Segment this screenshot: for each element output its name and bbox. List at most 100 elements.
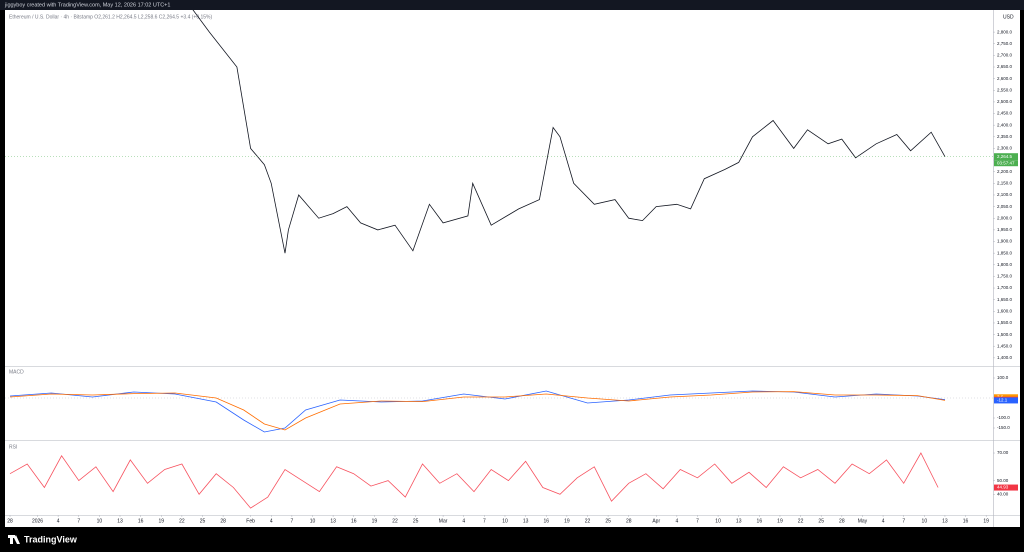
rsi-line xyxy=(9,452,939,509)
x-tick-label: 16 xyxy=(138,518,144,524)
last-value-badge xyxy=(994,153,1018,161)
x-tick-label: Mar xyxy=(439,518,448,524)
brand-logo xyxy=(8,535,20,544)
countdown: 03:57:47 xyxy=(997,160,1015,165)
last-value-badge xyxy=(994,397,1018,404)
y-tick-label: 1,450.0 xyxy=(997,343,1013,348)
x-tick-label: 7 xyxy=(483,518,486,524)
y-tick-label: 1,400.0 xyxy=(997,355,1013,360)
last-value-label: 44.93 xyxy=(997,485,1009,490)
countdown-bg xyxy=(994,160,1018,167)
y-tick-label: 2,700.0 xyxy=(997,53,1013,58)
x-tick-label: 25 xyxy=(605,518,611,524)
y-tick-label: 2,200.0 xyxy=(997,169,1013,174)
y-tick-label: 2,500.0 xyxy=(997,99,1013,104)
x-tick-label: 16 xyxy=(543,518,549,524)
rsi-title: RSI xyxy=(9,444,17,450)
x-tick-label: 7 xyxy=(902,518,905,524)
x-tick-label: 4 xyxy=(270,518,273,524)
x-tick-label: 22 xyxy=(585,518,591,524)
x-tick-label: 28 xyxy=(220,518,226,524)
x-tick-label: 19 xyxy=(158,518,164,524)
y-tick-label: 1,750.0 xyxy=(997,274,1013,279)
x-tick-label: 19 xyxy=(372,518,378,524)
last-value-label: -12.1 xyxy=(997,398,1008,403)
y-tick-label: 70.00 xyxy=(997,450,1009,455)
x-tick-label: 13 xyxy=(942,518,948,524)
x-tick-label: 22 xyxy=(798,518,804,524)
x-tick-label: 13 xyxy=(117,518,123,524)
price-line xyxy=(192,10,946,254)
x-tick-label: 10 xyxy=(310,518,316,524)
y-tick-label: 2,600.0 xyxy=(997,76,1013,81)
x-tick-label: 25 xyxy=(413,518,419,524)
y-tick-label: 1,600.0 xyxy=(997,309,1013,314)
x-tick-label: 16 xyxy=(757,518,763,524)
chart-area xyxy=(5,10,1020,527)
legend: Ethereum / U.S. Dollar · 4h · Bitstamp O… xyxy=(9,14,213,20)
macd-line xyxy=(9,391,946,431)
y-tick-label: 2,450.0 xyxy=(997,111,1013,116)
top-bar-text: jiggyboy created with TradingView.com, M… xyxy=(4,2,170,8)
x-tick-label: 19 xyxy=(777,518,783,524)
x-tick-label: 7 xyxy=(290,518,293,524)
y-tick-label: 2,100.0 xyxy=(997,192,1013,197)
x-tick-label: 19 xyxy=(983,518,989,524)
x-tick-label: 13 xyxy=(523,518,529,524)
x-tick-label: 10 xyxy=(97,518,103,524)
x-tick-label: 19 xyxy=(564,518,570,524)
y-tick-label: -100.0 xyxy=(997,415,1010,420)
x-tick-label: 25 xyxy=(818,518,824,524)
bottom-bar xyxy=(0,527,1024,552)
x-tick-label: 4 xyxy=(462,518,465,524)
x-tick-label: 4 xyxy=(675,518,678,524)
x-tick-label: Feb xyxy=(246,518,255,524)
y-tick-label: 1,800.0 xyxy=(997,262,1013,267)
y-tick-label: 1,550.0 xyxy=(997,320,1013,325)
x-tick-label: 13 xyxy=(330,518,336,524)
x-tick-label: 7 xyxy=(77,518,80,524)
y-tick-label: 100.0 xyxy=(997,375,1009,380)
macd-title: MACD xyxy=(9,369,24,375)
y-tick-label: 2,400.0 xyxy=(997,122,1013,127)
x-tick-label: 10 xyxy=(922,518,928,524)
y-tick-label: 40.00 xyxy=(997,492,1009,497)
x-tick-label: 10 xyxy=(715,518,721,524)
x-tick-label: 16 xyxy=(351,518,357,524)
x-tick-label: Apr xyxy=(652,518,660,524)
currency: USD xyxy=(1003,14,1014,20)
x-tick-label: 28 xyxy=(626,518,632,524)
y-tick-label: 2,350.0 xyxy=(997,134,1013,139)
y-tick-label: 1,700.0 xyxy=(997,285,1013,290)
y-tick-label: 2,300.0 xyxy=(997,146,1013,151)
y-tick-label: 2,150.0 xyxy=(997,181,1013,186)
x-tick-label: 25 xyxy=(200,518,206,524)
x-tick-label: 16 xyxy=(963,518,969,524)
y-tick-label: 1,500.0 xyxy=(997,332,1013,337)
y-tick-label: 1,900.0 xyxy=(997,239,1013,244)
y-tick-label: 2,650.0 xyxy=(997,64,1013,69)
last-value-badge xyxy=(994,484,1018,491)
x-tick-label: 7 xyxy=(696,518,699,524)
plots: 28 2026 4 7 10 13 16 19 22 25 28 Feb 4 7 10 13 16 19 22 25 M… xyxy=(5,10,1018,524)
y-tick-label: 2,000.0 xyxy=(997,215,1013,220)
x-tick-label: 4 xyxy=(57,518,60,524)
x-tick-label: 28 xyxy=(839,518,845,524)
x-tick-label: 4 xyxy=(882,518,885,524)
x-tick-label: May xyxy=(858,518,868,524)
x-tick-label: 22 xyxy=(392,518,398,524)
y-tick-label: 2,800.0 xyxy=(997,29,1013,34)
x-tick-label: 13 xyxy=(736,518,742,524)
y-tick-label: 2,550.0 xyxy=(997,87,1013,92)
x-tick-label: 22 xyxy=(179,518,185,524)
brand: TradingView xyxy=(24,534,78,544)
x-tick-label: 10 xyxy=(502,518,508,524)
x-tick-label: 2026 xyxy=(32,518,43,524)
y-tick-label: -150.0 xyxy=(997,425,1010,430)
y-tick-label: 1,850.0 xyxy=(997,250,1013,255)
x-tick-label: 28 xyxy=(7,518,13,524)
y-tick-label: 2,050.0 xyxy=(997,204,1013,209)
y-tick-label: 2,750.0 xyxy=(997,41,1013,46)
